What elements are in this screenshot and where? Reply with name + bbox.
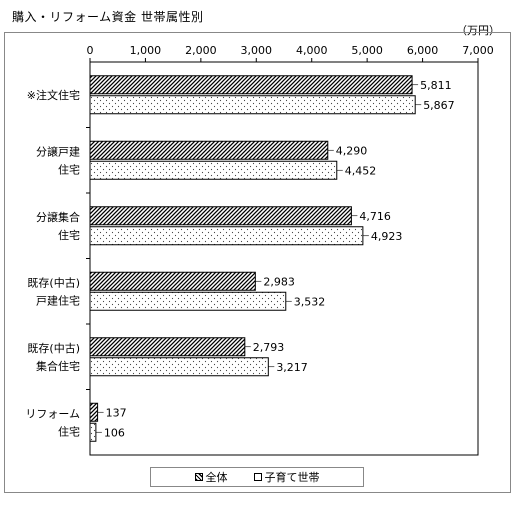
bar-all xyxy=(89,402,99,422)
bar-all xyxy=(89,271,256,291)
data-label: 3,532 xyxy=(294,295,326,308)
category-label: ※注文住宅 xyxy=(27,88,80,102)
legend-label-all: 全体 xyxy=(205,471,228,484)
x-tick-label: 3,000 xyxy=(241,44,273,57)
x-tick-label: 0 xyxy=(87,44,94,57)
data-label: 2,793 xyxy=(253,341,285,354)
unit-label: （万円） xyxy=(456,24,500,37)
bar-all xyxy=(89,337,246,357)
bar-child xyxy=(89,291,287,311)
data-label: 137 xyxy=(106,406,127,419)
bar-child xyxy=(89,226,364,246)
category-label: 住宅 xyxy=(58,424,80,438)
legend-item-all: 全体 xyxy=(194,469,228,485)
plot-area xyxy=(89,61,479,456)
chart-title: 購入・リフォーム資金 世帯属性別 xyxy=(12,10,204,24)
x-tick-label: 7,000 xyxy=(462,44,494,57)
category-label: 住宅 xyxy=(58,228,80,242)
data-label: 2,983 xyxy=(263,275,295,288)
data-label: 4,452 xyxy=(345,164,377,177)
x-tick-label: 2,000 xyxy=(185,44,217,57)
x-tick-label: 5,000 xyxy=(351,44,383,57)
legend-swatch-diagonal xyxy=(194,473,203,481)
data-label: 5,867 xyxy=(423,99,455,112)
bar-all xyxy=(89,206,352,226)
category-label: 既存(中古) xyxy=(27,341,80,355)
data-label: 4,923 xyxy=(371,230,403,243)
x-tick-label: 6,000 xyxy=(407,44,439,57)
category-label: 集合住宅 xyxy=(36,359,80,373)
bar-all xyxy=(89,140,329,160)
category-label: 既存(中古) xyxy=(27,275,80,289)
category-label: 戸建住宅 xyxy=(36,293,80,307)
category-label: 分譲集合 xyxy=(36,210,80,224)
bar-child xyxy=(89,357,269,377)
figure-border xyxy=(4,32,511,493)
data-label: 5,811 xyxy=(420,79,452,92)
bar-all xyxy=(89,75,413,95)
legend-swatch-dots xyxy=(253,473,262,481)
category-label: 分譲戸建 xyxy=(36,144,80,158)
x-tick-label: 4,000 xyxy=(296,44,328,57)
category-label: 住宅 xyxy=(58,162,80,176)
data-label: 3,217 xyxy=(276,361,308,374)
bar-child xyxy=(89,422,97,442)
category-label: リフォーム xyxy=(25,407,80,420)
bar-child xyxy=(89,95,416,115)
legend-item-child: 子育て世帯 xyxy=(253,469,320,485)
data-label: 4,716 xyxy=(359,210,391,223)
data-label: 106 xyxy=(104,426,125,439)
data-label: 4,290 xyxy=(336,144,368,157)
legend: 全体 子育て世帯 xyxy=(150,467,364,487)
bar-child xyxy=(89,160,338,180)
legend-label-child: 子育て世帯 xyxy=(264,471,320,484)
x-tick-label: 1,000 xyxy=(130,44,162,57)
